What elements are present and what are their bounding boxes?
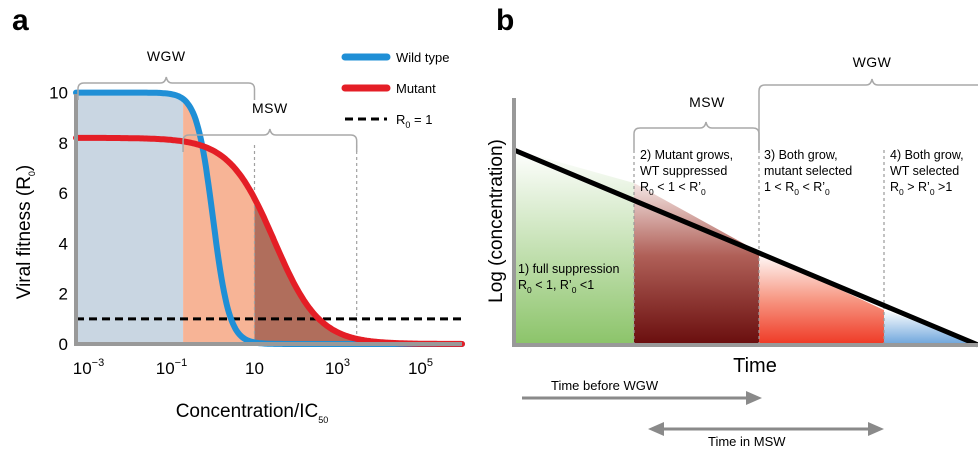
panel-a-ylabel: Viral fitness (R0) <box>14 165 37 300</box>
panel-b-bracket-wgw <box>758 78 978 150</box>
phase-1-label-line: 1) full suppression <box>518 262 619 276</box>
phase-4-label-line: WT selected <box>890 164 959 178</box>
arrow-time-before-wgw-label: Time before WGW <box>551 378 659 393</box>
panel-a-bracket-wgw <box>77 76 256 100</box>
phase-3-label-line: 1 < R0 < R’0 <box>764 180 830 197</box>
phase-3-area <box>759 252 884 344</box>
x-tick-label: 103 <box>325 357 350 378</box>
phase-4-label-line: R0 > R’0 >1 <box>890 180 952 197</box>
arrow-time-in-msw: Time in MSW <box>648 422 884 449</box>
panel-b-bracket-msw-label: MSW <box>689 94 725 110</box>
panel-b-label: b <box>496 4 514 37</box>
x-tick-label: 10−3 <box>73 357 104 378</box>
phase-2-label-line: 2) Mutant grows, <box>640 148 733 162</box>
arrow-right-head <box>746 391 762 405</box>
y-tick-label: 6 <box>59 184 68 203</box>
y-tick-label: 2 <box>59 285 68 304</box>
phase-4-label: 4) Both grow, WT selected R0 > R’0 >1 <box>890 148 964 197</box>
region-wt-dominant <box>76 92 184 344</box>
panel-a-legend: Wild type Mutant R0 = 1 <box>341 50 449 130</box>
panel-b-bracket-msw <box>633 121 760 150</box>
phase-2-label: 2) Mutant grows, WT suppressed R0 < 1 < R’… <box>640 148 733 197</box>
phase-3-label-line: mutant selected <box>764 164 852 178</box>
panel-a-regions <box>76 92 462 345</box>
panel-b-xlabel: Time <box>733 355 777 377</box>
legend-label-threshold: R0 = 1 <box>396 112 432 130</box>
panel-a-axes: 0 2 4 6 8 10 10−3 10−1 10 103 105 <box>49 84 462 378</box>
panel-b-ylabel: Log (concentration) <box>486 139 507 303</box>
panel-b-phase-labels: 1) full suppression R0 < 1, R’0 <1 2) Muta… <box>518 148 964 295</box>
panel-b-bracket-wgw-label: WGW <box>853 54 892 70</box>
phase-3-label-line: 3) Both grow, <box>764 148 838 162</box>
legend-label-mutant: Mutant <box>396 81 436 96</box>
arrow-left-head <box>648 422 664 436</box>
legend-label-wild-type: Wild type <box>396 50 449 65</box>
panel-a-bracket-msw-label: MSW <box>252 100 288 116</box>
y-tick-label: 4 <box>59 234 68 253</box>
panel-a-bracket-wgw-label: WGW <box>147 48 186 64</box>
arrow-time-before-wgw: Time before WGW <box>522 378 762 405</box>
region-mutant-selected <box>183 98 255 345</box>
phase-3-label: 3) Both grow, mutant selected 1 < R0 < R’0 <box>764 148 852 197</box>
concentration-decay-line <box>513 147 978 348</box>
panel-a-bracket-msw <box>182 128 358 152</box>
region-both-grow <box>254 198 357 344</box>
phase-2-area <box>634 183 759 344</box>
phase-2-label-line: R0 < 1 < R’0 <box>640 180 706 197</box>
x-tick-label: 10−1 <box>156 357 187 378</box>
panel-a-label: a <box>12 4 29 37</box>
phase-2-label-line: WT suppressed <box>640 164 727 178</box>
y-tick-label: 8 <box>59 134 68 153</box>
x-tick-label: 105 <box>408 357 433 378</box>
panel-a-brackets: WGW MSW <box>77 48 358 152</box>
arrow-right-head <box>868 422 884 436</box>
phase-4-label-line: 4) Both grow, <box>890 148 964 162</box>
panel-a-xlabel: Concentration/IC50 <box>176 401 329 425</box>
phase-1-area <box>516 150 634 344</box>
arrow-time-in-msw-label: Time in MSW <box>708 434 786 449</box>
phase-1-label: 1) full suppression R0 < 1, R’0 <1 <box>518 262 619 295</box>
y-tick-label: 0 <box>59 335 68 354</box>
x-tick-label: 10 <box>245 359 264 378</box>
y-tick-label: 10 <box>49 84 68 103</box>
phase-1-label-line: R0 < 1, R’0 <1 <box>518 278 594 295</box>
